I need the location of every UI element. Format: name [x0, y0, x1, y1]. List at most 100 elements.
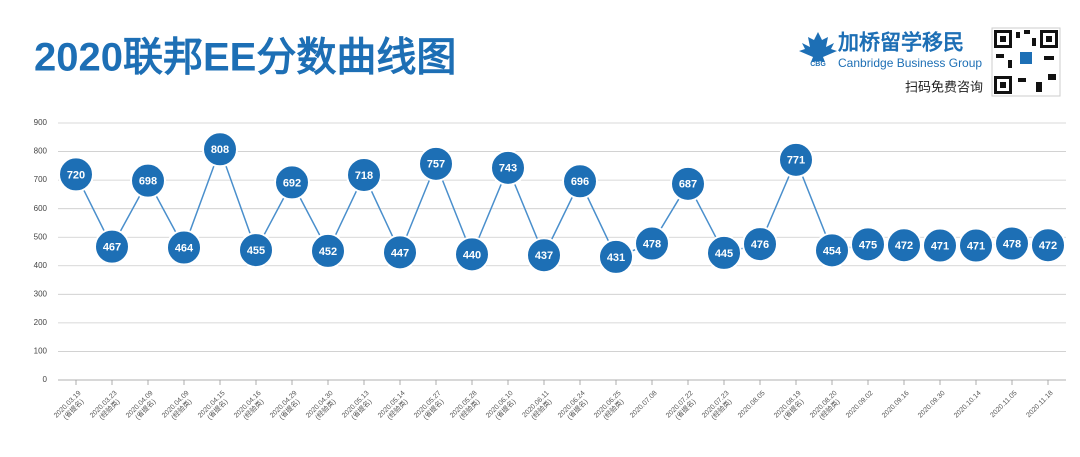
x-tick-label: 2020.09.02	[845, 390, 875, 420]
x-tick-group: 2020.03.19(省提名)	[53, 390, 86, 422]
point	[958, 227, 994, 264]
x-tick-group: 2020.04.30(经验类)	[305, 390, 338, 422]
y-tick-label: 800	[34, 147, 48, 156]
x-tick-group: 2020.07.22(省提名)	[665, 390, 698, 422]
data-label: 808	[211, 144, 229, 156]
point	[238, 232, 274, 269]
brand-logo: CBG 加桥留学移民 Canbridge Business Group 扫码免费…	[799, 31, 983, 94]
point	[166, 229, 202, 266]
x-tick-group: 2020.10.14	[953, 390, 983, 420]
y-tick-label: 100	[34, 347, 48, 356]
x-tick-label: 2020.07.08	[629, 390, 659, 420]
x-tick-label: 2020.09.30	[917, 390, 947, 420]
data-label: 431	[607, 252, 625, 264]
data-label: 445	[715, 248, 733, 260]
data-label: 478	[643, 238, 661, 250]
point	[922, 227, 958, 264]
point	[634, 225, 670, 262]
y-tick-label: 600	[34, 204, 48, 213]
x-tick-group: 2020.08.20(经验类)	[809, 390, 842, 422]
point	[850, 226, 886, 263]
data-label: 692	[283, 177, 301, 189]
x-tick-label: 2020.08.05	[737, 390, 767, 420]
x-tick-group: 2020.11.18	[1025, 390, 1054, 419]
brand-english: Canbridge Business Group	[838, 56, 982, 70]
x-tick-group: 2020.11.05	[989, 390, 1018, 419]
data-label: 718	[355, 170, 373, 182]
qr-caption: 扫码免费咨询	[905, 79, 983, 94]
point	[94, 228, 130, 265]
data-label: 687	[679, 179, 697, 191]
point	[454, 236, 490, 273]
point	[1030, 227, 1066, 264]
point	[58, 156, 94, 193]
data-label: 440	[463, 249, 481, 261]
x-tick-label: 2020.11.18	[1025, 390, 1054, 419]
x-tick-group: 2020.06.24(省提名)	[557, 390, 590, 422]
data-label: 437	[535, 250, 553, 262]
y-tick-label: 500	[34, 232, 48, 241]
data-label: 455	[247, 245, 265, 257]
chart-title: 2020联邦EE分数曲线图	[34, 36, 456, 80]
data-label: 472	[895, 240, 913, 252]
x-tick-label: 2020.09.16	[881, 390, 911, 420]
x-tick-group: 2020.06.11(经验类)	[521, 390, 553, 422]
point	[490, 149, 526, 186]
point	[130, 162, 166, 199]
point	[310, 232, 346, 269]
point	[274, 164, 310, 201]
data-label: 478	[1003, 238, 1021, 250]
point	[670, 165, 706, 202]
data-label: 698	[139, 176, 157, 188]
y-tick-label: 700	[34, 175, 48, 184]
point	[526, 237, 562, 274]
point	[994, 225, 1030, 262]
point	[202, 131, 238, 168]
data-label: 472	[1039, 240, 1057, 252]
point	[346, 156, 382, 193]
x-tick-group: 2020.04.15(省提名)	[197, 390, 230, 422]
point	[886, 227, 922, 264]
x-tick-group: 2020.05.13(省提名)	[341, 390, 374, 422]
data-label: 771	[787, 155, 805, 167]
data-label: 743	[499, 163, 517, 175]
x-tick-group: 2020.07.23(经验类)	[701, 390, 734, 422]
point	[706, 234, 742, 271]
x-tick-group: 2020.04.29(省提名)	[269, 390, 302, 422]
x-tick-group: 2020.09.16	[881, 390, 911, 420]
x-tick-group: 2020.08.19(省提名)	[773, 390, 806, 422]
data-label: 475	[859, 239, 877, 251]
y-tick-label: 0	[43, 375, 48, 384]
qr-code	[991, 27, 1061, 97]
data-label: 471	[931, 240, 949, 252]
x-tick-label: 2020.11.05	[989, 390, 1018, 419]
data-label: 467	[103, 242, 121, 254]
x-tick-group: 2020.05.27(省提名)	[413, 390, 446, 422]
data-label: 696	[571, 176, 589, 188]
x-tick-group: 2020.04.09(省提名)	[125, 390, 158, 422]
point	[382, 234, 418, 271]
line-path	[75, 147, 1049, 258]
x-tick-group: 2020.08.05	[737, 390, 767, 420]
point	[418, 145, 454, 182]
point	[598, 238, 634, 275]
x-tick-group: 2020.05.28(经验类)	[449, 390, 482, 422]
x-tick-group: 2020.03.23(经验类)	[89, 390, 122, 422]
point	[778, 141, 814, 178]
x-tick-group: 2020.06.25(经验类)	[593, 390, 626, 422]
x-tick-group: 2020.04.09(经验类)	[161, 390, 194, 422]
y-tick-label: 200	[34, 318, 48, 327]
y-tick-label: 400	[34, 261, 48, 270]
point	[562, 163, 598, 200]
y-tick-label: 900	[34, 118, 48, 127]
brand-name: 加桥留学移民	[837, 31, 964, 55]
x-tick-group: 2020.05.14(经验类)	[377, 390, 410, 422]
x-tick-group: 2020.07.08	[629, 390, 659, 420]
data-label: 720	[67, 169, 85, 181]
data-label: 454	[823, 245, 842, 257]
data-label: 452	[319, 246, 337, 258]
point	[742, 226, 778, 263]
x-tick-group: 2020.06.10(省提名)	[485, 390, 518, 422]
data-label: 464	[175, 242, 194, 254]
